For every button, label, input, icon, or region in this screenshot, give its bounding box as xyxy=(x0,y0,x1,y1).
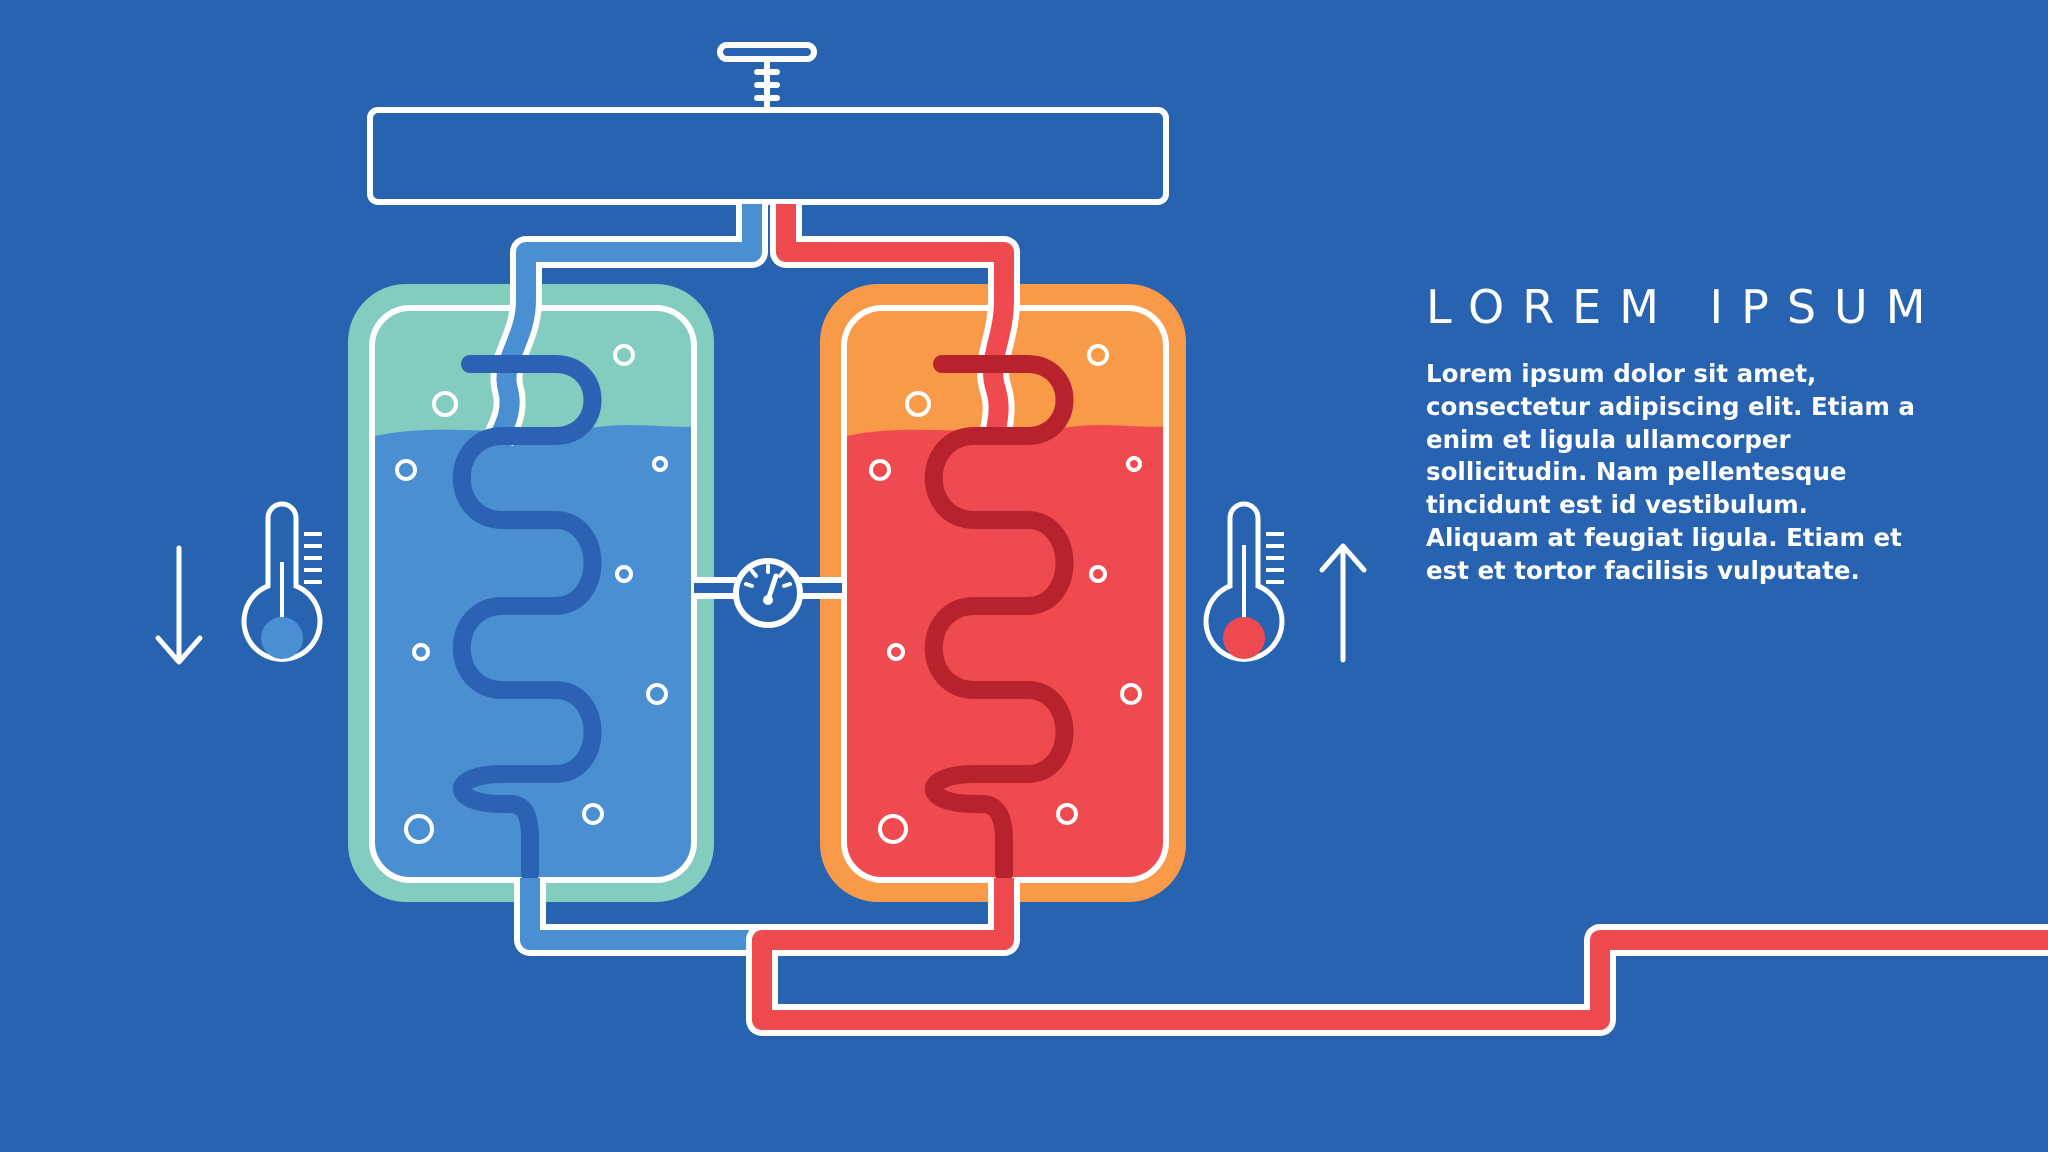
panel-heading: LOREM IPSUM xyxy=(1426,280,1944,334)
cold-bubbles xyxy=(395,344,668,844)
hot-inlet-pipe xyxy=(770,204,1020,443)
pressure-gauge-icon xyxy=(694,558,842,628)
cold-liquid xyxy=(372,424,694,880)
hot-bubbles xyxy=(869,344,1142,844)
valve-icon xyxy=(717,42,817,111)
hot-liquid xyxy=(844,424,1166,880)
arrow-up-icon xyxy=(1319,543,1367,663)
hot-outlet-pipe xyxy=(746,878,2048,1036)
cold-outlet-pipe xyxy=(514,878,776,956)
top-reservoir xyxy=(367,107,1169,205)
panel-body-text: Lorem ipsum dolor sit amet, consectetur … xyxy=(1426,359,1915,585)
hot-coil xyxy=(924,355,1074,883)
arrow-down-icon xyxy=(155,545,203,665)
cold-coil xyxy=(452,355,602,883)
cold-inlet-pipe xyxy=(483,204,768,447)
thermometer-high-icon xyxy=(1203,501,1285,662)
text-panel: LOREM IPSUM Lorem ipsum dolor sit amet, … xyxy=(1426,280,1986,588)
thermometer-low-icon xyxy=(241,501,323,662)
